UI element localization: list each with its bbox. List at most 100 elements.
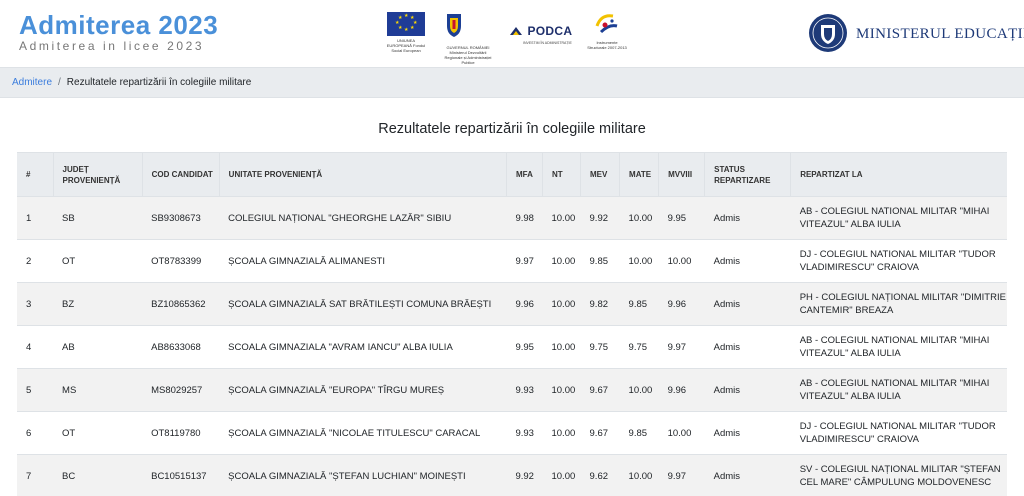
cell-col-mvviii: 9.96	[658, 368, 705, 412]
breadcrumb-current: Rezultatele repartizării în colegiile mi…	[66, 77, 252, 88]
eu-logo: ★ ★ ★ ★ ★ ★ ★ ★ UNIUNEA EUROPEANĂ Fondul…	[386, 12, 426, 53]
cell-col-mfa: 9.97	[506, 239, 543, 283]
cell-col-nt: 10.00	[542, 239, 581, 283]
romania-crest-icon	[447, 14, 461, 37]
cell-col-mfa: 9.96	[506, 282, 543, 326]
site-logo-title[interactable]: Admiterea 2023	[19, 10, 219, 40]
site-logo-subtitle: Admiterea in licee 2023	[19, 39, 205, 53]
cell-col-repartizat: AB - COLEGIUL NATIONAL MILITAR "MIHAI VI…	[790, 325, 1007, 369]
cell-col-cod-candidat: OT8783399	[142, 239, 220, 283]
government-logo: GUVERNUL ROMÂNIEI Ministerul Dezvoltării…	[444, 12, 492, 65]
cell-col-mfa: 9.93	[506, 411, 543, 455]
cell-col-mate: 10.00	[619, 239, 659, 283]
cell-col-nt: 10.00	[542, 325, 581, 369]
cell-col-nt: 10.00	[542, 411, 581, 455]
cell-col-mev: 9.67	[580, 368, 620, 412]
cell-col-nt: 10.00	[542, 368, 581, 412]
table-row: 7 BC BC10515137 ȘCOALA GIMNAZIALĂ "ȘTEFAN L…	[17, 454, 1007, 496]
cell-col-mfa: 9.98	[506, 196, 543, 240]
results-table: # JUDEȚ PROVENIENȚĂ COD CANDIDAT UNITATE PR…	[17, 152, 1007, 496]
cell-col-repartizat: AB - COLEGIUL NATIONAL MILITAR "MIHAI VI…	[790, 196, 1007, 240]
header-col-mvviii: MVVIII	[658, 152, 705, 197]
header-col-nt: NT	[541, 152, 581, 197]
table-row: 1 SB SB9308673 COLEGIUL NAȚIONAL "GHEORGHE …	[17, 196, 1007, 240]
page-title: Rezultatele repartizării în colegiile mi…	[378, 121, 646, 137]
header-col-status: STATUS REPARTIZARE	[704, 152, 791, 197]
cell-col-mvviii: 10.00	[658, 411, 705, 455]
breadcrumb-separator: /	[58, 77, 61, 88]
cell-col-mfa: 9.93	[506, 368, 543, 412]
site-header: Admiterea 2023 Admiterea in licee 2023 ★…	[0, 0, 1024, 67]
cell-col-repartizat: DJ - COLEGIUL NATIONAL MILITAR "TUDOR VL…	[790, 239, 1007, 283]
cell-col-mvviii: 9.97	[658, 454, 705, 496]
cell-col-nt: 10.00	[542, 282, 581, 326]
cell-col-mate: 9.85	[619, 282, 659, 326]
breadcrumb: Admitere / Rezultatele repartizării în col…	[0, 67, 1024, 98]
cell-col-unitate: ȘCOALA GIMNAZIALĂ ALIMANESTI	[219, 239, 507, 283]
structural-funds-caption: Instrumente Structurale 2007-2013	[587, 40, 627, 50]
cell-col-judet: AB	[53, 325, 143, 369]
table-body: 1 SB SB9308673 COLEGIUL NAȚIONAL "GHEORGHE …	[17, 196, 1007, 496]
cell-col-status: Admis	[704, 368, 791, 412]
eu-logo-caption: UNIUNEA EUROPEANĂ Fondul Social European	[386, 38, 426, 53]
cell-col-status: Admis	[704, 411, 791, 455]
table-row: 2 OT OT8783399 ȘCOALA GIMNAZIALĂ ALIMANESTI…	[17, 239, 1007, 283]
table-row: 5 MS MS8029257 ȘCOALA GIMNAZIALĂ "EUROPA" T…	[17, 368, 1007, 412]
cell-col-mvviii: 9.95	[658, 196, 705, 240]
cell-col-judet: OT	[53, 239, 143, 283]
table-row: 3 BZ BZ10865362 ȘCOALA GIMNAZIALĂ SAT BRĂTI…	[17, 282, 1007, 326]
cell-col-index: 1	[17, 196, 54, 240]
cell-col-repartizat: AB - COLEGIUL NATIONAL MILITAR "MIHAI VI…	[790, 368, 1007, 412]
cell-col-unitate: ȘCOALA GIMNAZIALĂ SAT BRĂTILEȘTI COMUNA …	[219, 282, 507, 326]
cell-col-mate: 9.75	[619, 325, 659, 369]
cell-col-mfa: 9.95	[506, 325, 543, 369]
cell-col-mate: 10.00	[619, 368, 659, 412]
cell-col-judet: SB	[53, 196, 143, 240]
cell-col-repartizat: SV - COLEGIUL NAȚIONAL MILITAR "ȘTEFAN C…	[790, 454, 1007, 496]
cell-col-mev: 9.62	[580, 454, 620, 496]
header-col-mate: MATE	[619, 152, 659, 197]
header-col-unitate: UNITATE PROVENIENȚĂ	[218, 152, 507, 197]
cell-col-judet: MS	[53, 368, 143, 412]
podca-logo-label: PODCA	[527, 23, 573, 38]
ministry-label: MINISTERUL EDUCAȚIEI	[856, 26, 1024, 42]
ministry-seal-icon	[809, 14, 847, 52]
header-col-cod-candidat: COD CANDIDAT	[141, 152, 220, 197]
table-row: 4 AB AB8633068 SCOALA GIMNAZIALA "AVRAM IAN…	[17, 325, 1007, 369]
cell-col-mev: 9.82	[580, 282, 620, 326]
structural-funds-logo: Instrumente Structurale 2007-2013	[587, 12, 627, 50]
header-col-judet: JUDEȚ PROVENIENȚĂ	[52, 152, 143, 197]
cell-col-status: Admis	[704, 282, 791, 326]
cell-col-index: 7	[17, 454, 54, 496]
header-col-mfa: MFA	[505, 152, 543, 197]
table-row: 6 OT OT8119780 ȘCOALA GIMNAZIALĂ "NICOLAE T…	[17, 411, 1007, 455]
cell-col-cod-candidat: OT8119780	[142, 411, 220, 455]
breadcrumb-home-link[interactable]: Admitere	[12, 77, 53, 88]
cell-col-cod-candidat: MS8029257	[142, 368, 220, 412]
cell-col-mate: 10.00	[619, 454, 659, 496]
cell-col-status: Admis	[704, 454, 791, 496]
cell-col-mev: 9.67	[580, 411, 620, 455]
cell-col-mfa: 9.92	[506, 454, 543, 496]
cell-col-mate: 9.85	[619, 411, 659, 455]
cell-col-unitate: ȘCOALA GIMNAZIALĂ "EUROPA" TÎRGU MUREȘ	[219, 368, 507, 412]
cell-col-unitate: ȘCOALA GIMNAZIALĂ "ȘTEFAN LUCHIAN" MOINE…	[219, 454, 507, 496]
cell-col-mev: 9.75	[580, 325, 620, 369]
cell-col-mvviii: 10.00	[658, 239, 705, 283]
header-col-repartizat: REPARTIZAT LA	[790, 152, 1007, 197]
structural-funds-icon	[595, 14, 618, 34]
cell-col-mvviii: 9.97	[658, 325, 705, 369]
cell-col-cod-candidat: SB9308673	[142, 196, 220, 240]
cell-col-nt: 10.00	[542, 454, 581, 496]
cell-col-index: 2	[17, 239, 54, 283]
cell-col-mev: 9.92	[580, 196, 620, 240]
cell-col-unitate: COLEGIUL NAȚIONAL "GHEORGHE LAZĂR" SIBIU	[219, 196, 507, 240]
cell-col-nt: 10.00	[542, 196, 581, 240]
cell-col-cod-candidat: BZ10865362	[142, 282, 220, 326]
cell-col-mate: 10.00	[619, 196, 659, 240]
cell-col-unitate: ȘCOALA GIMNAZIALĂ "NICOLAE TITULESCU" CA…	[219, 411, 507, 455]
cell-col-index: 4	[17, 325, 54, 369]
cell-col-cod-candidat: BC10515137	[142, 454, 220, 496]
cell-col-status: Admis	[704, 196, 791, 240]
header-col-mev: MEV	[580, 152, 620, 197]
